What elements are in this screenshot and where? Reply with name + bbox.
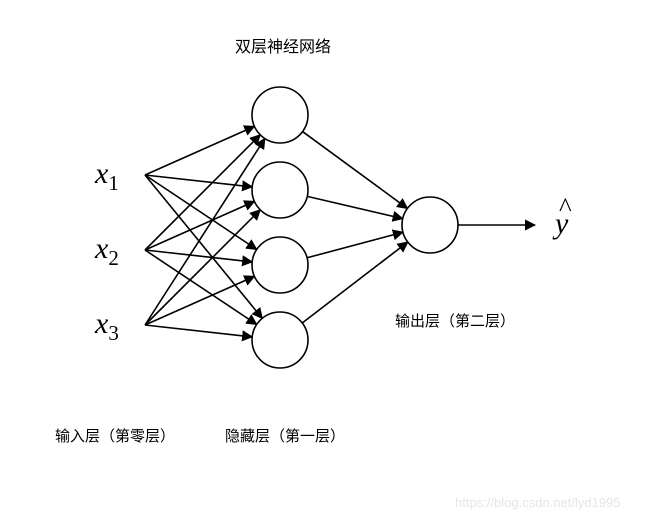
diagram-title: 双层神经网络: [235, 33, 331, 57]
output-node: [402, 197, 458, 253]
hidden-node-1: [252, 87, 308, 143]
caption-input-layer: 输入层（第零层）: [55, 425, 175, 446]
input-label-x2: x2: [95, 232, 119, 271]
output-label-yhat: y: [555, 207, 568, 241]
input-label-x3: x3: [95, 307, 119, 346]
watermark-text: https://blog.csdn.net/lyd1995: [455, 495, 621, 510]
caption-output-layer: 输出层（第二层）: [395, 310, 515, 331]
caption-hidden-layer: 隐藏层（第一层）: [225, 425, 345, 446]
input-label-x1: x1: [95, 157, 119, 196]
hidden-node-4: [252, 312, 308, 368]
hidden-node-3: [252, 237, 308, 293]
hidden-node-2: [252, 162, 308, 218]
